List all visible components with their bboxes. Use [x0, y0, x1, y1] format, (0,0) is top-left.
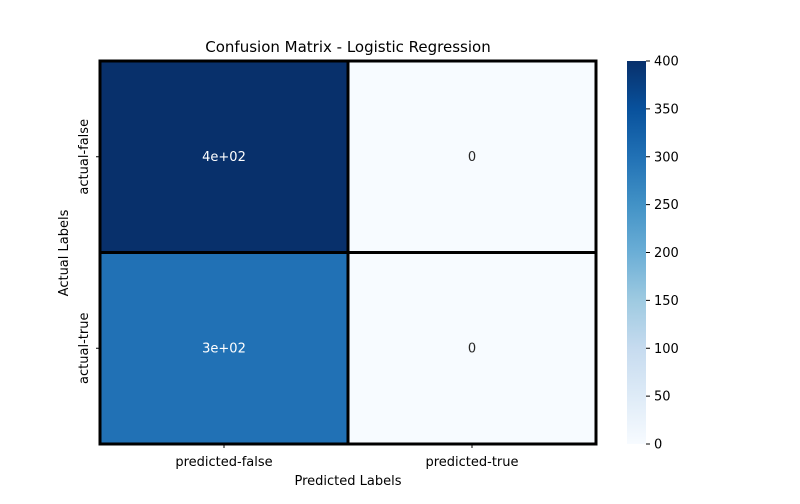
y-tick-label: actual-false	[77, 119, 92, 195]
colorbar-tick-label: 0	[654, 438, 662, 453]
y-axis-label: Actual Labels	[57, 209, 72, 296]
colorbar-tick-label: 300	[654, 150, 679, 165]
heatmap-cells: 4e+02 0 3e+02 0	[98, 59, 598, 446]
x-axis-label: Predicted Labels	[294, 474, 401, 489]
colorbar-tick-label: 150	[654, 294, 679, 309]
chart-title: Confusion Matrix - Logistic Regression	[205, 38, 490, 56]
colorbar: 0 50 100 150 200 250 300 350 400	[627, 55, 679, 453]
colorbar-tick-label: 250	[654, 198, 679, 213]
colorbar-gradient	[627, 61, 646, 444]
colorbar-tick-label: 350	[654, 102, 679, 117]
colorbar-tick-label: 400	[654, 55, 679, 70]
y-axis-ticks: actual-false actual-true	[77, 119, 100, 384]
cell-annotation: 3e+02	[202, 341, 246, 356]
heatmap-cell	[98, 251, 350, 446]
x-axis-ticks: predicted-false predicted-true	[175, 444, 519, 470]
cell-annotation: 0	[468, 341, 476, 356]
colorbar-tick-label: 50	[654, 390, 671, 405]
x-tick-label: predicted-false	[175, 455, 272, 470]
heatmap-cell	[98, 59, 350, 254]
heatmap-cell	[346, 59, 598, 254]
y-tick-label: actual-true	[77, 313, 92, 384]
heatmap-cell	[346, 251, 598, 446]
cell-annotation: 4e+02	[202, 150, 246, 165]
colorbar-tick-label: 200	[654, 246, 679, 261]
colorbar-tick-label: 100	[654, 342, 679, 357]
x-tick-label: predicted-true	[425, 455, 518, 470]
cell-annotation: 0	[468, 150, 476, 165]
